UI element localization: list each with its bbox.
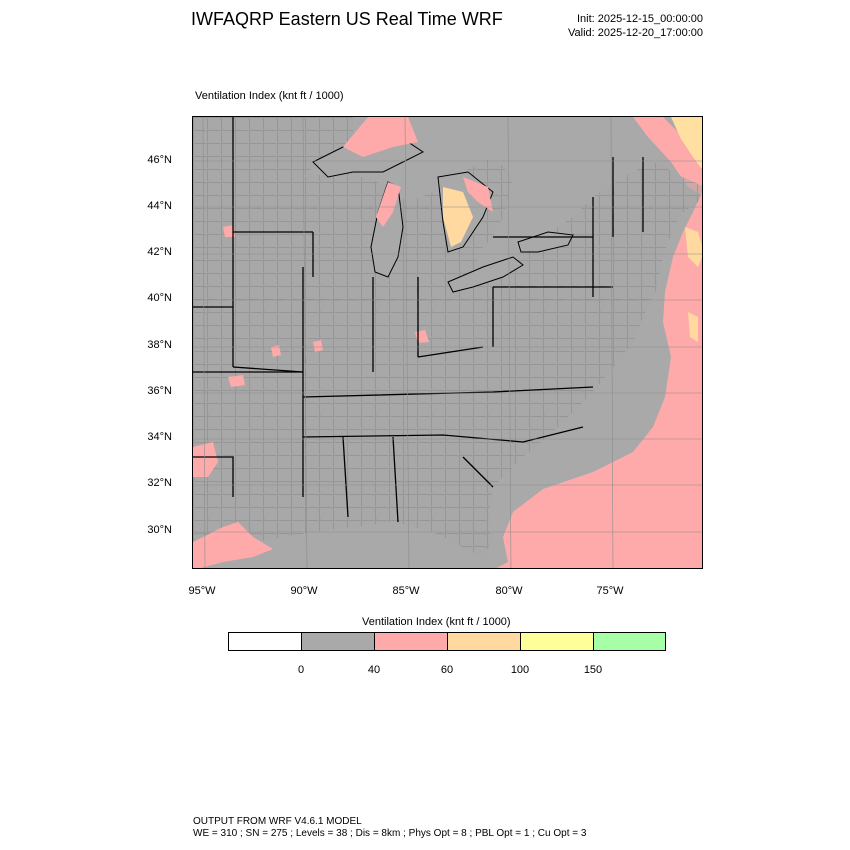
colorbar-swatch [228,632,302,651]
lake-michigan-pink [376,182,401,227]
colorbar-svg [228,632,666,651]
colorbar-label: 0 [297,664,305,676]
lon-tick: 85°W [392,585,420,597]
lat-tick: 46°N [147,154,172,166]
lon-tick: 90°W [290,585,318,597]
ocean-pink-region [496,191,702,568]
plot-title: IWFAQRP Eastern US Real Time WRF [191,9,503,29]
ocean-yellow-ne [671,117,702,170]
colorbar [228,632,666,651]
pink-patch-sw [193,442,218,477]
ocean-orange-mid2 [688,312,698,342]
colorbar-label: 40 [367,664,381,676]
ocean-orange-mid [685,227,702,267]
lon-tick: 75°W [596,585,624,597]
land-us-fill [193,117,702,562]
ocean-pink-north [633,117,702,196]
lat-tick: 34°N [147,431,172,443]
lake-erie [447,256,524,293]
pink-patch-illinois [313,340,323,352]
lat-tick: 30°N [147,524,172,536]
colorbar-swatch [374,632,448,651]
lat-tick: 32°N [147,477,172,489]
colorbar-label: 150 [583,664,603,676]
lon-tick: 95°W [188,585,216,597]
colorbar-label: 100 [510,664,530,676]
valid-time: Valid: 2025-12-20_17:00:00 [568,27,703,39]
colorbar-swatch [301,632,375,651]
lat-tick: 36°N [147,385,172,397]
lake-superior-pink [343,117,418,157]
map-panel [192,116,703,569]
model-info: OUTPUT FROM WRF V4.6.1 MODEL WE = 310 ; … [193,816,586,840]
model-config: WE = 310 ; SN = 275 ; Levels = 38 ; Dis … [193,828,587,839]
pink-patch-iowa [223,225,235,237]
colorbar-label: 60 [440,664,454,676]
lon-tick: 80°W [495,585,523,597]
pink-patch-missouri [271,345,281,357]
lat-tick: 38°N [147,339,172,351]
field-subtitle: Ventilation Index (knt ft / 1000) [195,90,344,102]
model-version: OUTPUT FROM WRF V4.6.1 MODEL [193,816,362,827]
map-svg [193,117,702,568]
lat-tick: 40°N [147,292,172,304]
lat-tick: 44°N [147,200,172,212]
colorbar-swatch [447,632,521,651]
pink-patch-arkansas [228,375,245,387]
colorbar-swatch [593,632,666,651]
lake-huron-orange [443,187,473,247]
pink-patch-gulf [193,522,273,568]
colorbar-title: Ventilation Index (knt ft / 1000) [362,616,511,628]
init-time: Init: 2025-12-15_00:00:00 [577,13,703,25]
graticule [193,117,702,568]
lat-tick: 42°N [147,246,172,258]
lake-huron-pink [463,177,493,212]
run-times: Init: 2025-12-15_00:00:00 Valid: 2025-12… [568,12,703,40]
colorbar-swatch [520,632,594,651]
state-borders [193,117,644,523]
